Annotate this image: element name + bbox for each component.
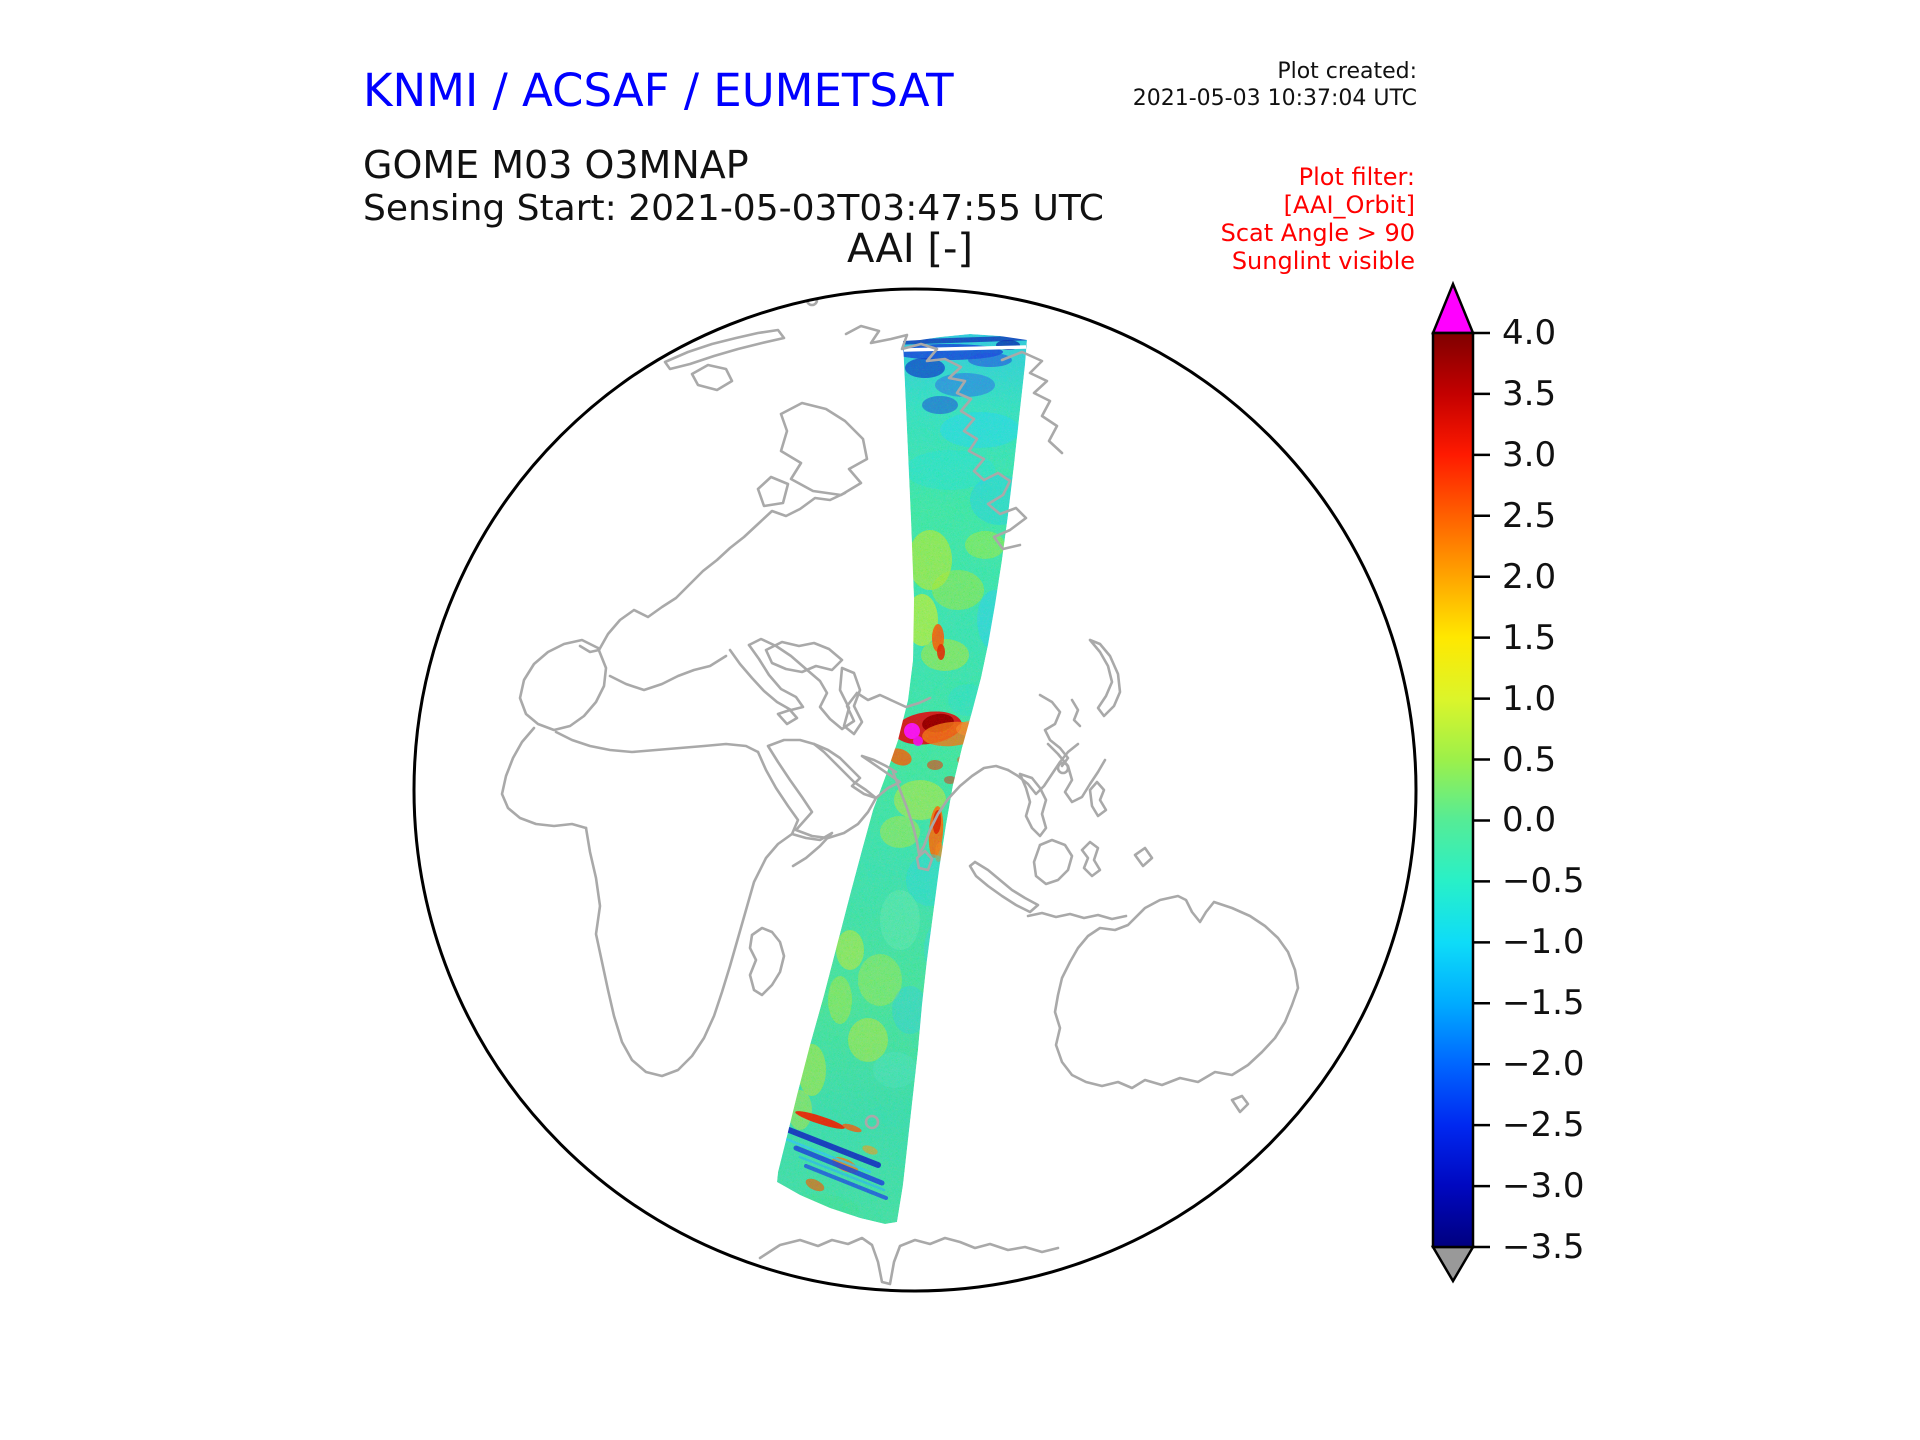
coastline-japan xyxy=(1088,638,1122,718)
coastline-iberia xyxy=(518,638,608,732)
colorbar-under-arrow xyxy=(1430,1245,1476,1284)
globe-outline xyxy=(412,287,1418,1293)
colorbar-tick-label: −1.5 xyxy=(1502,983,1585,1024)
coastline-madagascar xyxy=(748,926,786,997)
island-hainan xyxy=(1056,761,1070,775)
colorbar-tick-label: −2.5 xyxy=(1502,1105,1585,1146)
product-name: GOME M03 O3MNAP xyxy=(363,143,749,187)
coastline-china-coast xyxy=(1038,693,1070,768)
plot-created-block: Plot created: 2021-05-03 10:37:04 UTC xyxy=(1133,58,1417,112)
colorbar-tick-label: −3.5 xyxy=(1502,1227,1585,1267)
coastline-caspian-sea xyxy=(838,666,864,736)
coastline-new-guinea-west xyxy=(1133,846,1154,868)
coastline-nw-africa-atlantic xyxy=(500,726,588,830)
coastline-borneo xyxy=(1032,838,1074,886)
coastline-iceland xyxy=(690,363,734,392)
plot-title: AAI [-] xyxy=(847,226,973,272)
plot-filter-line: Plot filter: xyxy=(1298,163,1415,191)
coastline-sicily xyxy=(776,708,799,726)
coastline-europe-atlantic xyxy=(578,491,847,654)
coastline-italy xyxy=(728,643,805,712)
coastline-australia xyxy=(1053,894,1300,1090)
colorbar-tick-label: 1.5 xyxy=(1502,617,1557,658)
coastline-sri-lanka xyxy=(915,849,934,872)
page-title: KNMI / ACSAF / EUMETSAT xyxy=(363,64,954,117)
coastline-tasmania xyxy=(1230,1094,1250,1114)
coastline-france-med xyxy=(608,654,728,692)
colorbar-tick-label: −2.0 xyxy=(1502,1044,1585,1085)
plot-created-label: Plot created: xyxy=(1277,59,1417,84)
colorbar-tick-label: 3.5 xyxy=(1502,373,1557,414)
colorbar-tick-label: 0.5 xyxy=(1502,739,1557,780)
colorbar-tick-label: 2.5 xyxy=(1502,495,1557,536)
coastline-india xyxy=(891,764,1010,856)
colorbar-tick-label: 2.0 xyxy=(1502,556,1557,597)
coastline-antarctica xyxy=(758,1236,1060,1286)
coastline-great-britain xyxy=(779,401,869,497)
island-mauritius xyxy=(864,1114,880,1130)
coastline-ireland xyxy=(756,475,790,508)
coastline-norway-coast xyxy=(844,324,986,482)
coastline-indochina-coast xyxy=(1046,742,1107,804)
coastline-arctic-russia xyxy=(1000,350,1064,455)
coastline-africa-main xyxy=(584,826,834,1078)
coastline-baltic xyxy=(982,471,1028,551)
colorbar-tick-label: −1.0 xyxy=(1502,922,1585,963)
coastline-greenland-limb xyxy=(663,328,786,371)
coastline-aegean-turkey xyxy=(855,691,932,709)
colorbar-tick-label: −3.0 xyxy=(1502,1166,1585,1207)
plot-filter-line: Sunglint visible xyxy=(1231,247,1415,275)
coastline-sulawesi xyxy=(1080,840,1102,878)
colorbar-tick-label: 3.0 xyxy=(1502,434,1557,475)
colorbar-tick-label: 4.0 xyxy=(1502,313,1557,353)
colorbar-tick-label: −0.5 xyxy=(1502,861,1585,902)
coastline-malay-peninsula xyxy=(1018,772,1048,838)
coastline-java-chain xyxy=(1026,911,1128,921)
plot-filter-line: Scat Angle > 90 xyxy=(1220,219,1415,247)
plot-created-timestamp: 2021-05-03 10:37:04 UTC xyxy=(1132,86,1417,111)
coastline-philippines xyxy=(1088,780,1108,818)
colorbar-over-arrow xyxy=(1431,280,1475,335)
coastline-persian-gulf-iran xyxy=(812,742,878,800)
sensing-start: Sensing Start: 2021-05-03T03:47:55 UTC xyxy=(363,188,1104,229)
plot-filter-block: Plot filter: [AAI_Orbit] Scat Angle > 90 Su… xyxy=(1221,163,1415,275)
coastline-north-africa-med xyxy=(554,730,760,754)
coastline-iran-makran-coast xyxy=(860,754,902,800)
coastline-red-sea-african-side xyxy=(756,750,800,836)
colorbar-tick-label: 1.0 xyxy=(1502,678,1557,719)
coastline-korea xyxy=(1070,698,1082,728)
coastline-sumatra xyxy=(968,860,1040,914)
plot-filter-line: [AAI_Orbit] xyxy=(1283,191,1415,219)
colorbar xyxy=(1430,280,1490,1284)
colorbar-tick-label: 0.0 xyxy=(1502,800,1557,841)
coastline-black-sea xyxy=(764,640,844,674)
